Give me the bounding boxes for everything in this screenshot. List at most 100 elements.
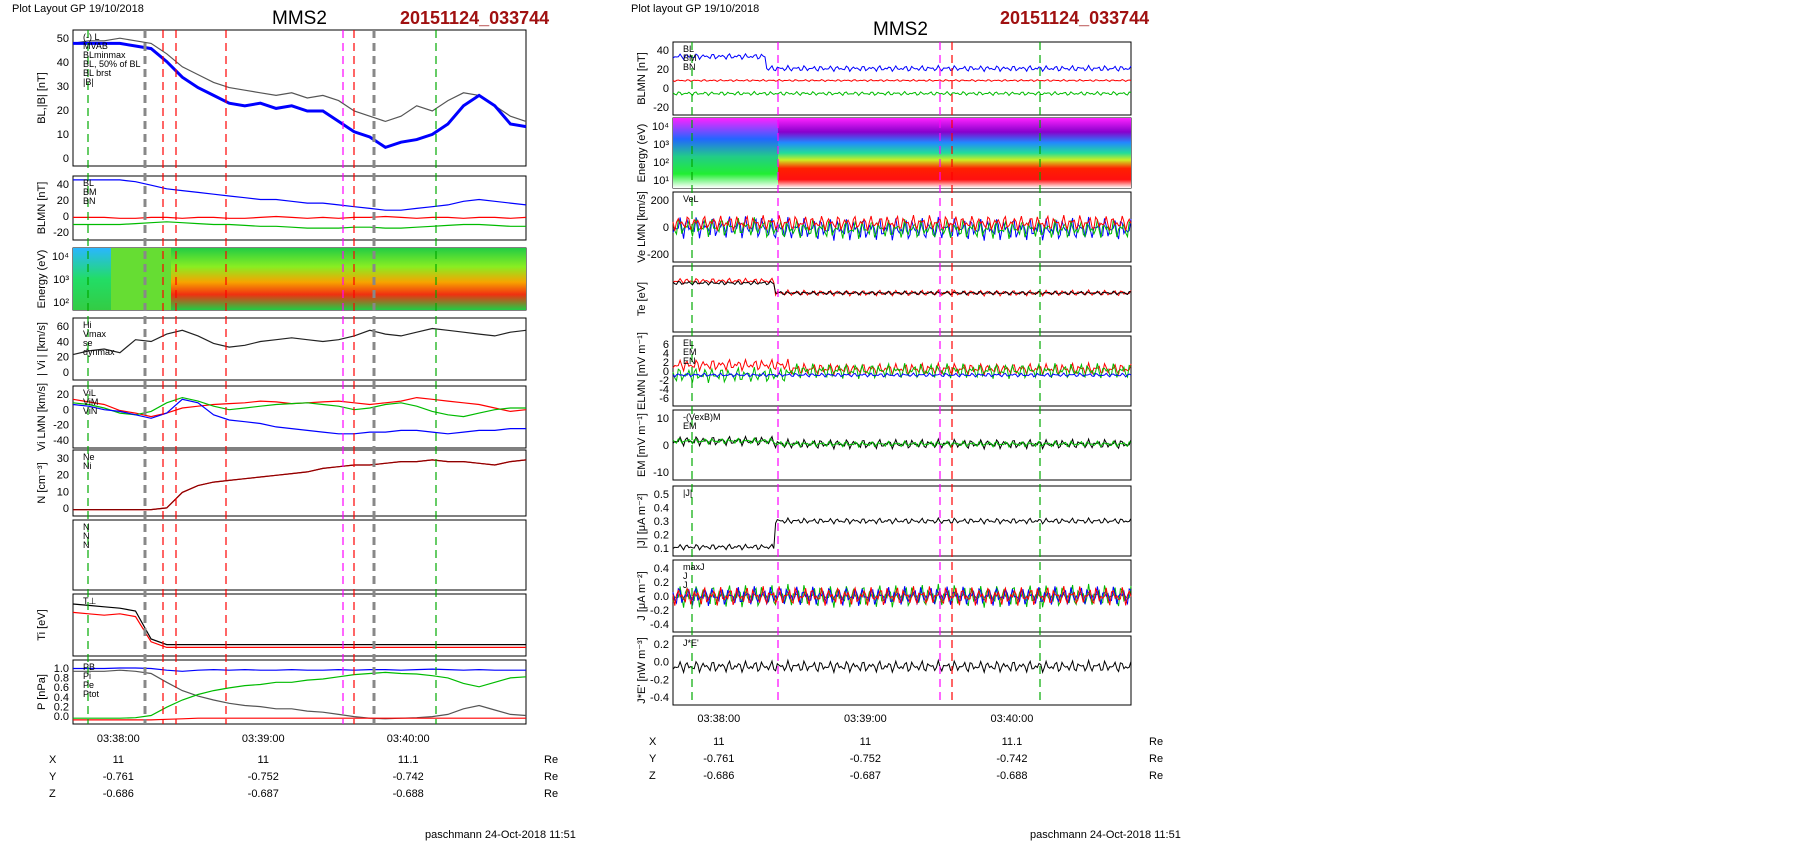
- series-line-bm: [73, 221, 526, 229]
- right-time-tick: 03:38:00: [697, 713, 740, 725]
- right-ytick-label: 10²: [653, 157, 669, 169]
- left-legend-entry: Ne: [83, 452, 95, 462]
- left-axis-label: P [nPa]: [36, 674, 48, 710]
- right-legend-entry: J: [683, 571, 688, 581]
- left-ytick-label: 10⁴: [52, 251, 69, 263]
- series-line-vi: [72, 327, 527, 356]
- series-line-bl: [73, 41, 527, 150]
- right-legend-entry: EN: [683, 356, 696, 366]
- left-panel-frame: [72, 385, 527, 449]
- left-legend-entry: Pi: [83, 671, 91, 681]
- right-legend-entry: J: [683, 580, 688, 590]
- left-legend-entry: N: [83, 531, 90, 541]
- right-ytick-label: 4: [663, 348, 669, 360]
- left-legend-entry: Hi: [83, 320, 92, 330]
- right-axis-label: Te [eV]: [636, 282, 648, 316]
- left-coord-label: X: [49, 754, 57, 766]
- right-legend-entry: BL: [683, 44, 694, 54]
- left-ytick-label: 20: [57, 352, 69, 364]
- left-legend-entry: se: [83, 338, 93, 348]
- left-panel-frame: [72, 175, 527, 241]
- right-event-id: 20151124_033744: [1000, 8, 1149, 28]
- left-series-layer: [72, 37, 527, 721]
- right-ytick-label: 0.2: [654, 639, 669, 651]
- series-line-ptot: [73, 667, 526, 672]
- right-legend-entry: J*E': [683, 638, 699, 648]
- right-coord-value: -0.752: [850, 753, 881, 765]
- right-ytick-label: -200: [647, 249, 669, 261]
- right-panel-frame: [672, 41, 1132, 116]
- left-coord-value: 11: [258, 754, 269, 766]
- right-trace: [672, 280, 1132, 296]
- right-trace: [672, 658, 1132, 675]
- right-spectrogram-pre: [673, 118, 778, 188]
- left-legend-entry: BL: [83, 178, 94, 188]
- left-legend-entry: N: [83, 540, 90, 550]
- right-trace: [672, 586, 1132, 606]
- left-coord-unit: Re: [544, 771, 558, 783]
- right-ytick-label: -10: [653, 467, 669, 479]
- left-legend-entry: BN: [83, 196, 96, 206]
- left-ytick-label: 10³: [53, 274, 69, 286]
- right-legend-entry: maxJ: [683, 562, 705, 572]
- left-time-tick: 03:38:00: [97, 733, 140, 745]
- right-coord-value: -0.688: [996, 770, 1027, 782]
- right-panel-frame: [672, 191, 1132, 263]
- left-legend-entry: BL, 50% of BL: [83, 59, 141, 69]
- left-spectrogram-post: [171, 248, 526, 310]
- right-ytick-label: -4: [659, 384, 669, 396]
- series-line-bl: [73, 179, 527, 211]
- right-ytick-label: 0: [663, 440, 669, 452]
- left-ytick-label: 60: [57, 321, 69, 333]
- right-panel-frame: [672, 635, 1132, 706]
- left-ytick-label: 50: [57, 33, 69, 45]
- right-legend-entry: EM: [683, 421, 697, 431]
- right-axis-label: BLMN [nT]: [636, 52, 648, 105]
- right-trace: [672, 216, 1132, 241]
- series-line-pe: [73, 717, 526, 721]
- left-ytick-label: -20: [53, 227, 69, 239]
- right-coord-value: 11: [713, 736, 724, 748]
- right-trace: [672, 516, 1132, 551]
- left-ytick-label: 0.6: [54, 682, 69, 694]
- left-panel-frame: [72, 519, 527, 591]
- right-trace: [672, 78, 1132, 83]
- right-trace: [672, 52, 1132, 73]
- left-ytick-label: 0.4: [54, 692, 69, 704]
- right-ytick-label: 6: [663, 339, 669, 351]
- event-markers: [87, 30, 1041, 724]
- left-event-id: 20151124_033744: [400, 8, 549, 28]
- left-ytick-label: 0.8: [54, 673, 69, 685]
- left-ytick-label: 0: [63, 404, 69, 416]
- right-trace: [672, 372, 1132, 378]
- series-line-vin: [72, 398, 526, 435]
- right-ytick-label: 0.0: [654, 591, 669, 603]
- left-legend-entry: T⊥: [83, 596, 96, 606]
- right-ytick-label: -0.4: [650, 692, 669, 704]
- right-ytick-label: 0.2: [654, 577, 669, 589]
- left-axis-label: | Vi | [km/s]: [36, 322, 48, 376]
- series-line-bn: [73, 215, 527, 219]
- right-ytick-label: 10: [657, 413, 669, 425]
- left-panel-frame: [72, 659, 527, 725]
- right-axis-label: EM [mV m⁻¹]: [636, 413, 648, 477]
- left-legend-entry: Vmax: [83, 329, 107, 339]
- left-layout-label: Plot Layout GP 19/10/2018: [12, 3, 144, 15]
- left-mms-title: MMS2: [272, 8, 327, 29]
- left-coord-value: -0.687: [248, 788, 279, 800]
- right-footer: paschmann 24-Oct-2018 11:51: [1030, 829, 1181, 841]
- left-ytick-label: 20: [57, 105, 69, 117]
- right-ytick-label: 0.1: [654, 543, 669, 555]
- right-coord-value: -0.687: [850, 770, 881, 782]
- series-line-pi: [73, 671, 527, 719]
- right-ytick-label: -0.2: [650, 674, 669, 686]
- left-axis-label: Vi LMN [km/s]: [36, 383, 48, 451]
- right-coord-unit: Re: [1149, 753, 1163, 765]
- right-panel-frame: [672, 485, 1132, 557]
- left-time-tick: 03:40:00: [387, 733, 430, 745]
- right-legend-entry: BN: [683, 62, 696, 72]
- left-panel-frame: [72, 29, 527, 167]
- left-axis-label: BL,|B| [nT]: [36, 72, 48, 124]
